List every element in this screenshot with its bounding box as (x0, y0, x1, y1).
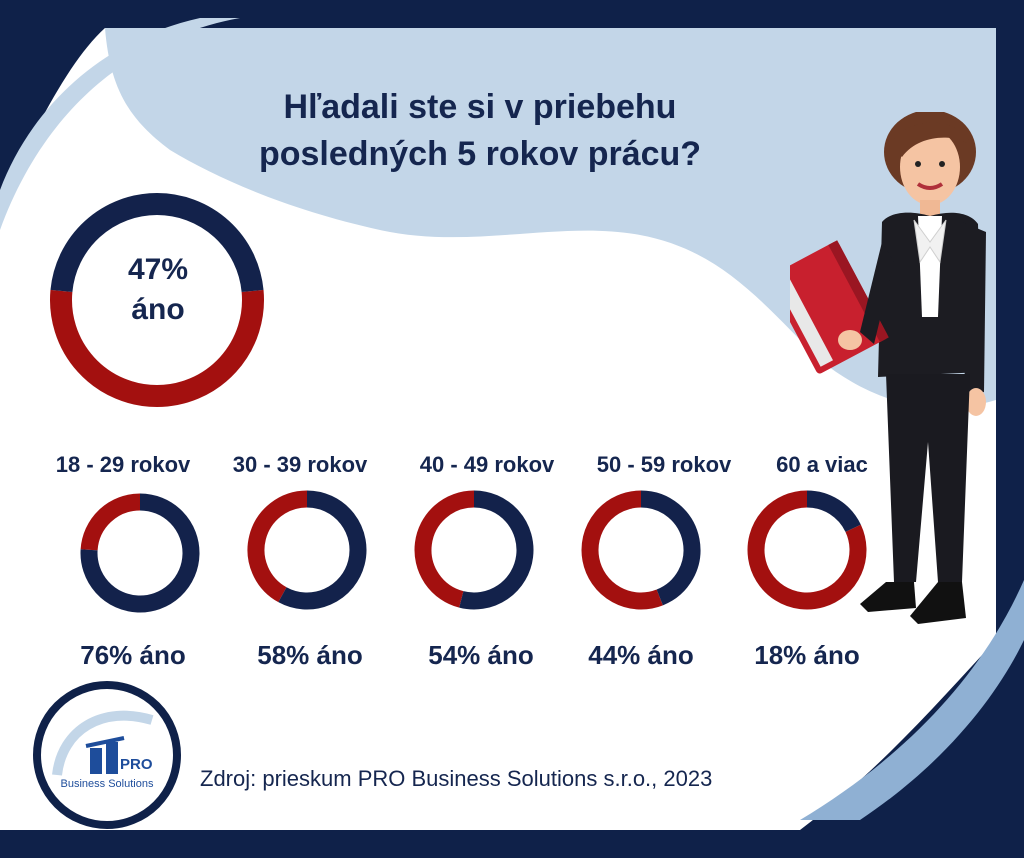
main-donut-yes-slice (50, 193, 264, 293)
logo-circle (33, 681, 181, 829)
main-donut-no-slice (50, 289, 264, 407)
group-donut-2-no-slice (414, 490, 475, 608)
logo-brand: PRO (120, 756, 153, 773)
group-donut-0-no-slice (80, 493, 141, 551)
group-label-50-59: 50 - 59 rokov (596, 452, 732, 477)
group-donut-2-yes-slice (459, 490, 534, 610)
title-line-1: Hľadali ste si v priebehu (283, 88, 677, 126)
group-label-40-49: 40 - 49 rokov (419, 452, 555, 477)
main-donut-answer: áno (131, 293, 185, 326)
group-donut-3-yes-slice (640, 490, 701, 606)
page-title: Hľadali ste si v priebehu posledných 5 r… (190, 84, 770, 178)
source-note: Zdroj: prieskum PRO Business Solutions s… (200, 766, 713, 791)
main-donut-label: 47% áno (78, 250, 238, 330)
group-donut-3-no-slice (581, 490, 663, 610)
group-donut-4-yes-slice (806, 490, 861, 533)
logo-text: Business Solutions (60, 778, 154, 790)
group-value-40-49: 54% áno (428, 640, 534, 670)
group-label-18-29: 18 - 29 rokov (55, 452, 191, 477)
group-value-50-59: 44% áno (588, 640, 694, 670)
group-donut-4-no-slice (747, 490, 867, 610)
businesswoman-illustration (790, 112, 986, 624)
group-donut-2 (414, 490, 534, 610)
group-donut-1-no-slice (247, 490, 308, 603)
company-logo: PRO Business Solutions (32, 680, 182, 830)
group-donut-1 (247, 490, 367, 610)
group-value-18-29: 76% áno (80, 640, 186, 670)
title-line-2: posledných 5 rokov prácu? (258, 135, 702, 173)
group-label-60-plus: 60 a viac (776, 452, 868, 477)
group-donut-4 (747, 490, 867, 610)
group-value-60-plus: 18% áno (754, 640, 860, 670)
main-donut-percent: 47% (127, 253, 189, 286)
group-donut-0 (80, 493, 200, 613)
group-donut-0-yes-slice (80, 493, 200, 613)
main-donut (50, 193, 264, 407)
group-donut-1-yes-slice (278, 490, 367, 610)
group-value-30-39: 58% áno (257, 640, 363, 670)
group-label-30-39: 30 - 39 rokov (232, 452, 368, 477)
group-donut-3 (581, 490, 701, 610)
